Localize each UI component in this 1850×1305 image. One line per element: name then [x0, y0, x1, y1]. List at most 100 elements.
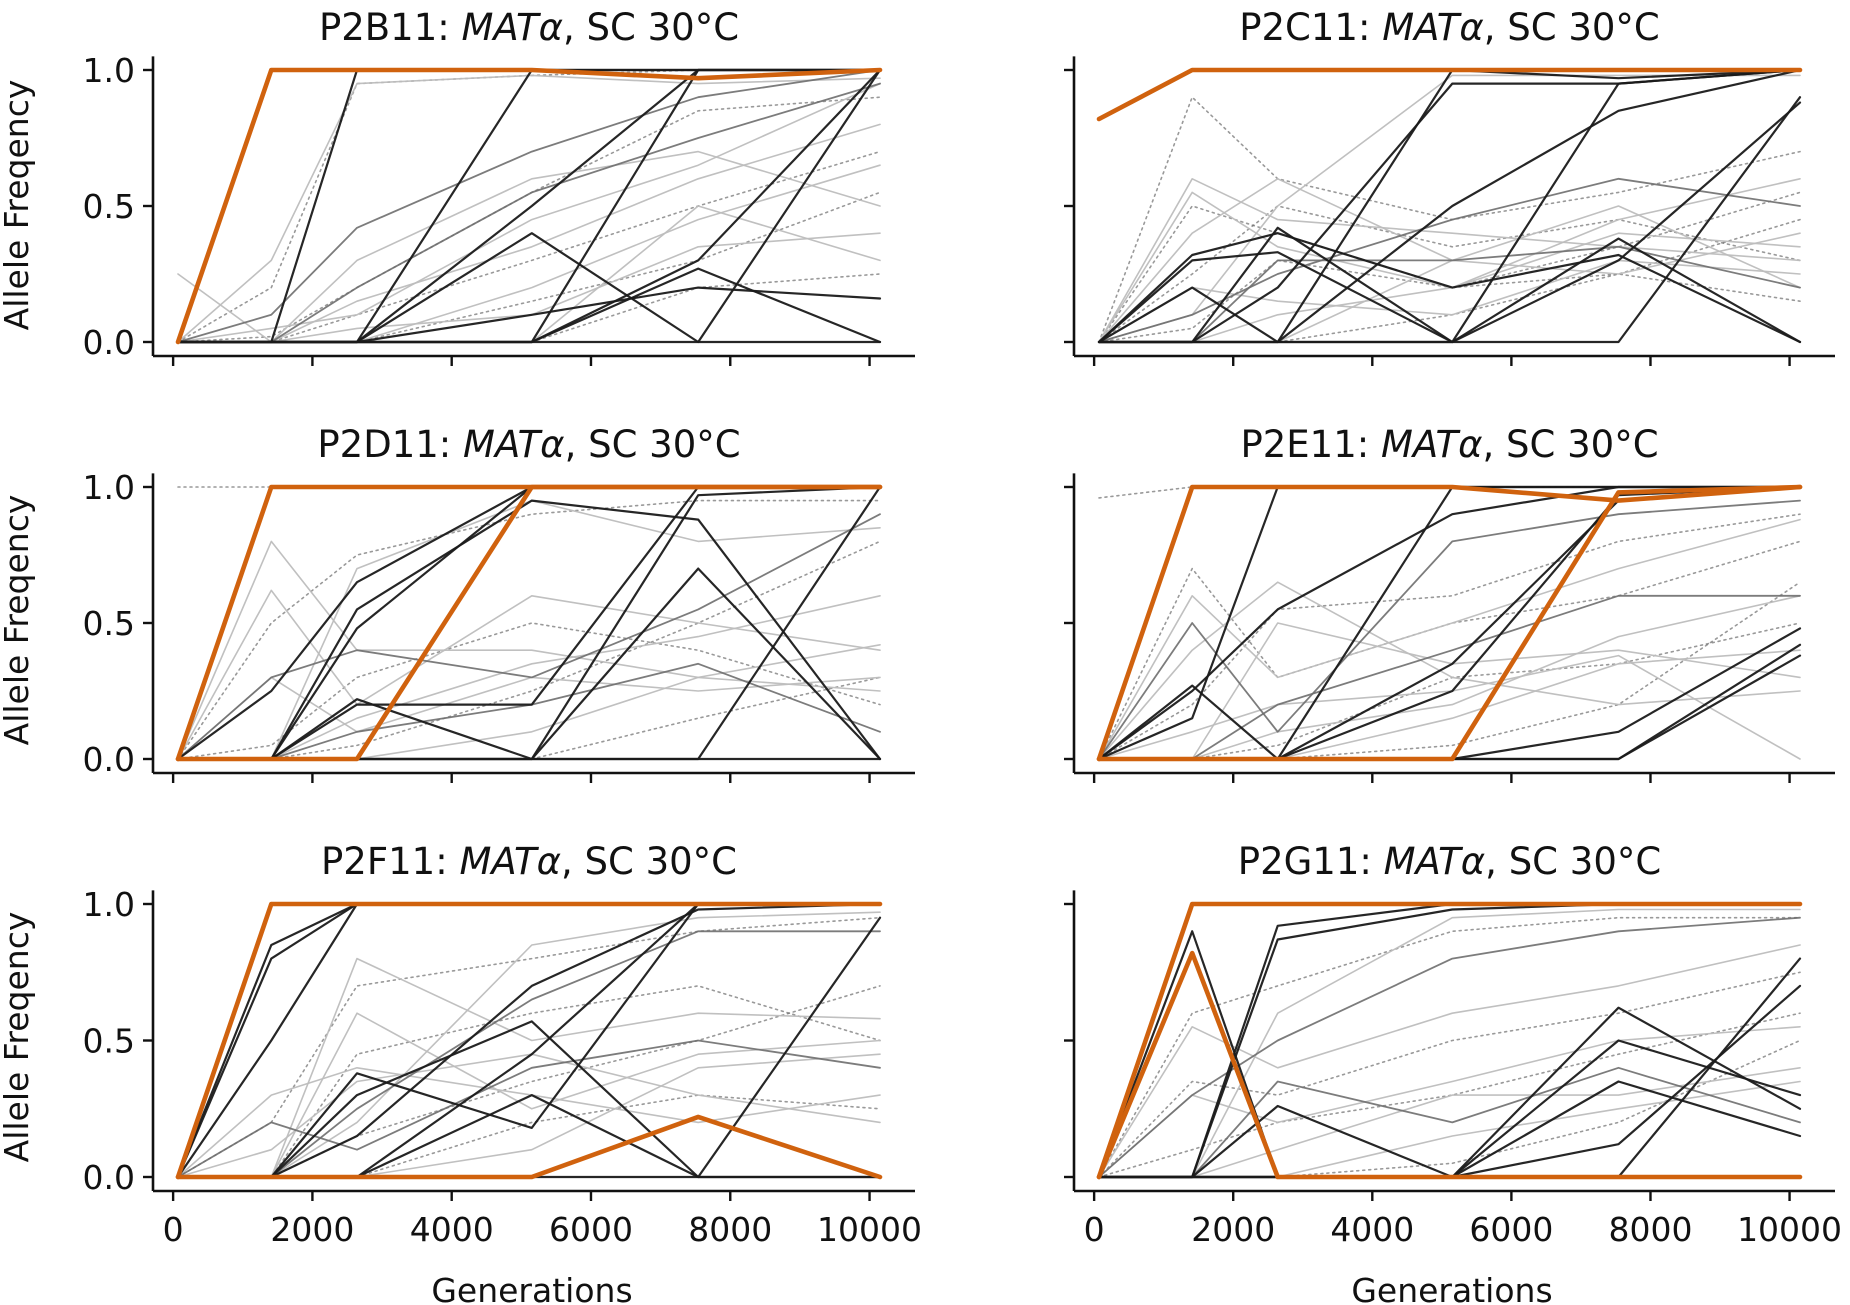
series-line-highlight — [1096, 67, 1803, 122]
series-line-light — [177, 82, 881, 343]
series-line-mid — [1098, 499, 1801, 760]
series-line-dark — [176, 68, 882, 344]
y-tick-label: 1.0 — [83, 468, 135, 507]
series-line-dark — [1097, 654, 1802, 761]
chart-title: P2F11: MATα, SC 30°C — [321, 840, 737, 883]
y-tick-label: 1.0 — [83, 885, 135, 924]
x-axis-label: Generations — [431, 1271, 632, 1305]
chart-title-prefix: P2E11: — [1240, 423, 1381, 466]
chart-title-suffix: , SC 30°C — [1485, 840, 1661, 883]
series-line-dark — [176, 916, 882, 1179]
series-line-mid — [177, 1039, 881, 1178]
x-tick-label: 2000 — [1191, 1210, 1275, 1249]
series-line-lightdot — [1098, 916, 1801, 1178]
series-line-dark — [176, 485, 882, 761]
series-line-highlight — [1096, 901, 1803, 1180]
series-line-light — [1098, 178, 1801, 343]
y-axis-label: Allele Freqency — [0, 495, 36, 746]
y-tick-label: 0.0 — [83, 1158, 135, 1197]
x-tick-label: 0 — [1084, 1210, 1105, 1249]
series-line-dark — [176, 698, 882, 761]
series-line-lightdot — [177, 676, 881, 760]
series-line-light — [177, 1067, 881, 1178]
chart-title-italic: MATα — [461, 6, 563, 49]
series-line-light — [177, 232, 881, 343]
x-tick-label: 2000 — [270, 1210, 354, 1249]
series-line-highlight — [175, 1114, 883, 1180]
chart-title-prefix: P2F11: — [321, 840, 459, 883]
y-tick-label: 1.0 — [83, 51, 135, 90]
y-tick-label: 0.5 — [83, 604, 135, 643]
series-line-dark — [1097, 68, 1802, 344]
x-tick-label: 10000 — [817, 1210, 922, 1249]
series-line-lightdot — [1098, 513, 1801, 760]
series-line-light — [1098, 944, 1801, 1178]
series-line-light — [177, 589, 881, 760]
chart-title-suffix: , SC 30°C — [1483, 423, 1659, 466]
chart-title-suffix: , SC 30°C — [563, 6, 739, 49]
chart-title-italic: MATα — [1381, 423, 1483, 466]
series-line-mid — [1098, 594, 1801, 760]
series-line-dark — [176, 902, 882, 1179]
y-axis-label: Allele Freqency — [0, 912, 36, 1163]
chart-title-italic: MATα — [1382, 6, 1484, 49]
series-line-dark — [1097, 68, 1802, 344]
chart-panel: P2G11: MATα, SC 30°C 0 2000 4000 6000 8000 100… — [1064, 840, 1842, 1249]
chart-title: P2B11: MATα, SC 30°C — [319, 6, 739, 49]
series-line-highlight — [175, 484, 883, 762]
series-line-dark — [176, 485, 882, 761]
chart-title-italic: MATα — [463, 423, 565, 466]
series-line-light — [177, 676, 881, 760]
chart-panel: P2F11: MATα, SC 30°C 0.0 0.5 1.0 0 2000 4000 60… — [83, 840, 923, 1249]
series-line-lightdot — [1098, 96, 1801, 343]
x-tick-label: 6000 — [1469, 1210, 1553, 1249]
series-line-light — [177, 499, 881, 760]
series-line-dark — [176, 485, 882, 761]
series-line-dark — [1097, 1039, 1802, 1179]
y-tick-label: 0.5 — [83, 1022, 135, 1061]
series-line-highlight — [1096, 484, 1803, 762]
series-line-lightdot — [1098, 540, 1801, 760]
chart-title-prefix: P2C11: — [1239, 6, 1382, 49]
series-line-dark — [1097, 485, 1802, 761]
series-line-dark — [176, 902, 882, 1179]
y-axis-label: Allele Freqency — [0, 80, 36, 331]
series-line-light — [1098, 518, 1801, 760]
series-line-light — [177, 74, 881, 343]
series-line-highlight — [1096, 950, 1803, 1180]
series-line-dark — [1097, 68, 1802, 344]
x-tick-label: 0 — [163, 1210, 184, 1249]
series-line-light — [1098, 594, 1801, 760]
series-line-light — [1098, 581, 1801, 760]
series-line-dark — [176, 485, 882, 761]
x-tick-label: 6000 — [549, 1210, 633, 1249]
series-line-light — [1098, 178, 1801, 343]
chart-panel: P2E11: MATα, SC 30°C — [1064, 423, 1835, 783]
series-line-mid — [177, 69, 881, 343]
x-tick-label: 4000 — [1330, 1210, 1414, 1249]
x-tick-label: 8000 — [1608, 1210, 1692, 1249]
series-line-highlight — [175, 901, 883, 1180]
series-line-lightdot — [1098, 581, 1801, 760]
series-line-lightdot — [177, 499, 881, 760]
series-line-dark — [176, 902, 882, 1179]
series-line-dark — [176, 499, 882, 761]
series-line-dark — [176, 232, 882, 344]
chart-title-prefix: P2D11: — [317, 423, 463, 466]
chart-title: P2G11: MATα, SC 30°C — [1238, 840, 1661, 883]
series-line-lightdot — [177, 96, 881, 343]
series-line-mid — [1098, 177, 1801, 343]
series-line-highlight — [175, 67, 883, 345]
series-line-dark — [1097, 237, 1802, 344]
series-line-mid — [177, 513, 881, 760]
chart-title: P2C11: MATα, SC 30°C — [1239, 6, 1660, 49]
x-axis-label: Generations — [1351, 1271, 1552, 1305]
x-tick-label: 10000 — [1737, 1210, 1842, 1249]
series-line-dark — [1097, 101, 1802, 344]
chart-title-suffix: , SC 30°C — [561, 840, 737, 883]
series-line-dark — [176, 902, 882, 1179]
series-line-lightdot — [1098, 205, 1801, 343]
series-line-dark — [176, 485, 882, 761]
series-line-dark — [1097, 232, 1802, 344]
